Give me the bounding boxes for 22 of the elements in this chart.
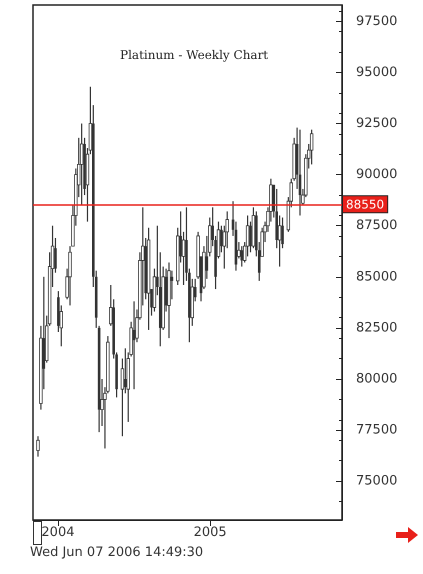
y-tick-label: 92500 (356, 116, 398, 132)
y-tick-label: 90000 (356, 167, 398, 182)
y-tick-label: 85000 (356, 269, 398, 284)
text: Wed Jun 07 2006 14:49:30 (30, 545, 204, 560)
candlestick (132, 300, 136, 390)
candlestick (240, 246, 244, 268)
y-tick-label: 75000 (356, 474, 398, 489)
candlestick (36, 436, 40, 458)
y-tick-label: 95000 (356, 64, 398, 80)
y-tick-label: 87500 (356, 218, 398, 234)
text: Platinum - Weekly Chart (120, 48, 268, 62)
candlestick (310, 129, 314, 166)
x-tick-label: 2005 (194, 525, 227, 540)
ref-line-label: 88550 (346, 197, 384, 212)
candlestick (54, 237, 57, 274)
y-tick-label: 82500 (356, 320, 398, 336)
candlestick (80, 122, 84, 206)
y-tick-label: 80000 (356, 371, 398, 386)
y-tick-label: 97500 (356, 14, 398, 29)
candlestick (298, 129, 302, 216)
y-tick-label: 77500 (356, 422, 398, 438)
x-tick-label: 2004 (41, 525, 74, 540)
